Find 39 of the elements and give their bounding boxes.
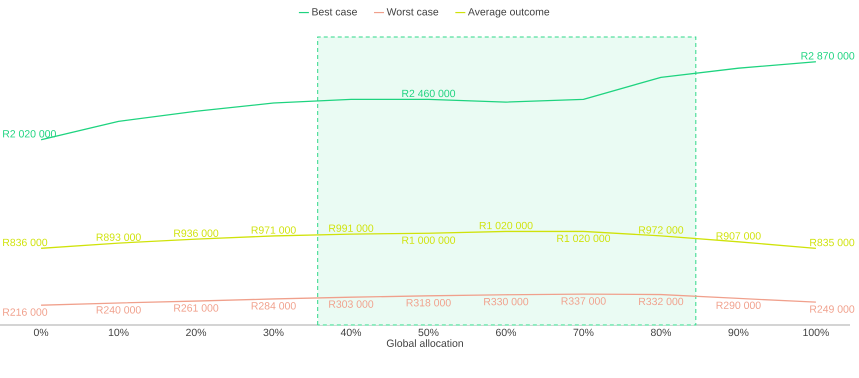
- data-label: R337 000: [562, 297, 606, 305]
- legend-label: Best case: [312, 8, 357, 16]
- legend-label: Average outcome: [468, 8, 550, 18]
- data-label: R1 000 000: [402, 236, 456, 244]
- data-label: R836 000: [3, 238, 48, 246]
- data-label: R936 000: [174, 230, 218, 237]
- data-label: R1 020 000: [557, 234, 610, 242]
- data-label: R261 000: [174, 304, 218, 312]
- data-label: R240 000: [96, 306, 141, 314]
- data-label: R303 000: [329, 300, 374, 308]
- data-label: R893 000: [96, 233, 141, 241]
- data-label: R1 020 000: [480, 222, 533, 230]
- data-label: R318 000: [406, 299, 451, 306]
- x-tick-label: 40%: [340, 328, 362, 336]
- x-tick-label: 30%: [263, 328, 284, 336]
- data-label: R216 000: [3, 308, 48, 316]
- data-label: R249 000: [810, 305, 854, 313]
- x-tick-label: 20%: [186, 328, 206, 336]
- x-tick-label: 80%: [650, 328, 672, 336]
- data-label: R284 000: [252, 302, 296, 310]
- data-label: R2 460 000: [402, 90, 456, 98]
- x-tick-label: 100%: [803, 328, 829, 336]
- data-label: R972 000: [639, 226, 684, 234]
- data-label: R991 000: [329, 224, 374, 232]
- x-axis-title: Global allocation: [386, 339, 463, 347]
- data-label: R907 000: [716, 232, 761, 240]
- data-label: R835 000: [810, 238, 854, 246]
- data-label: R2 870 000: [801, 52, 854, 60]
- data-label: R290 000: [716, 302, 761, 310]
- data-label: R330 000: [484, 298, 528, 306]
- legend-label: Worst case: [386, 8, 438, 16]
- x-tick-label: 0%: [34, 328, 48, 336]
- data-label: R332 000: [639, 298, 684, 306]
- x-tick-label: 90%: [728, 328, 749, 336]
- x-tick-label: 50%: [418, 328, 439, 336]
- x-tick-label: 10%: [108, 328, 129, 336]
- x-tick-label: 70%: [574, 328, 594, 336]
- data-label: R971 000: [252, 226, 296, 234]
- x-tick-label: 60%: [496, 328, 516, 336]
